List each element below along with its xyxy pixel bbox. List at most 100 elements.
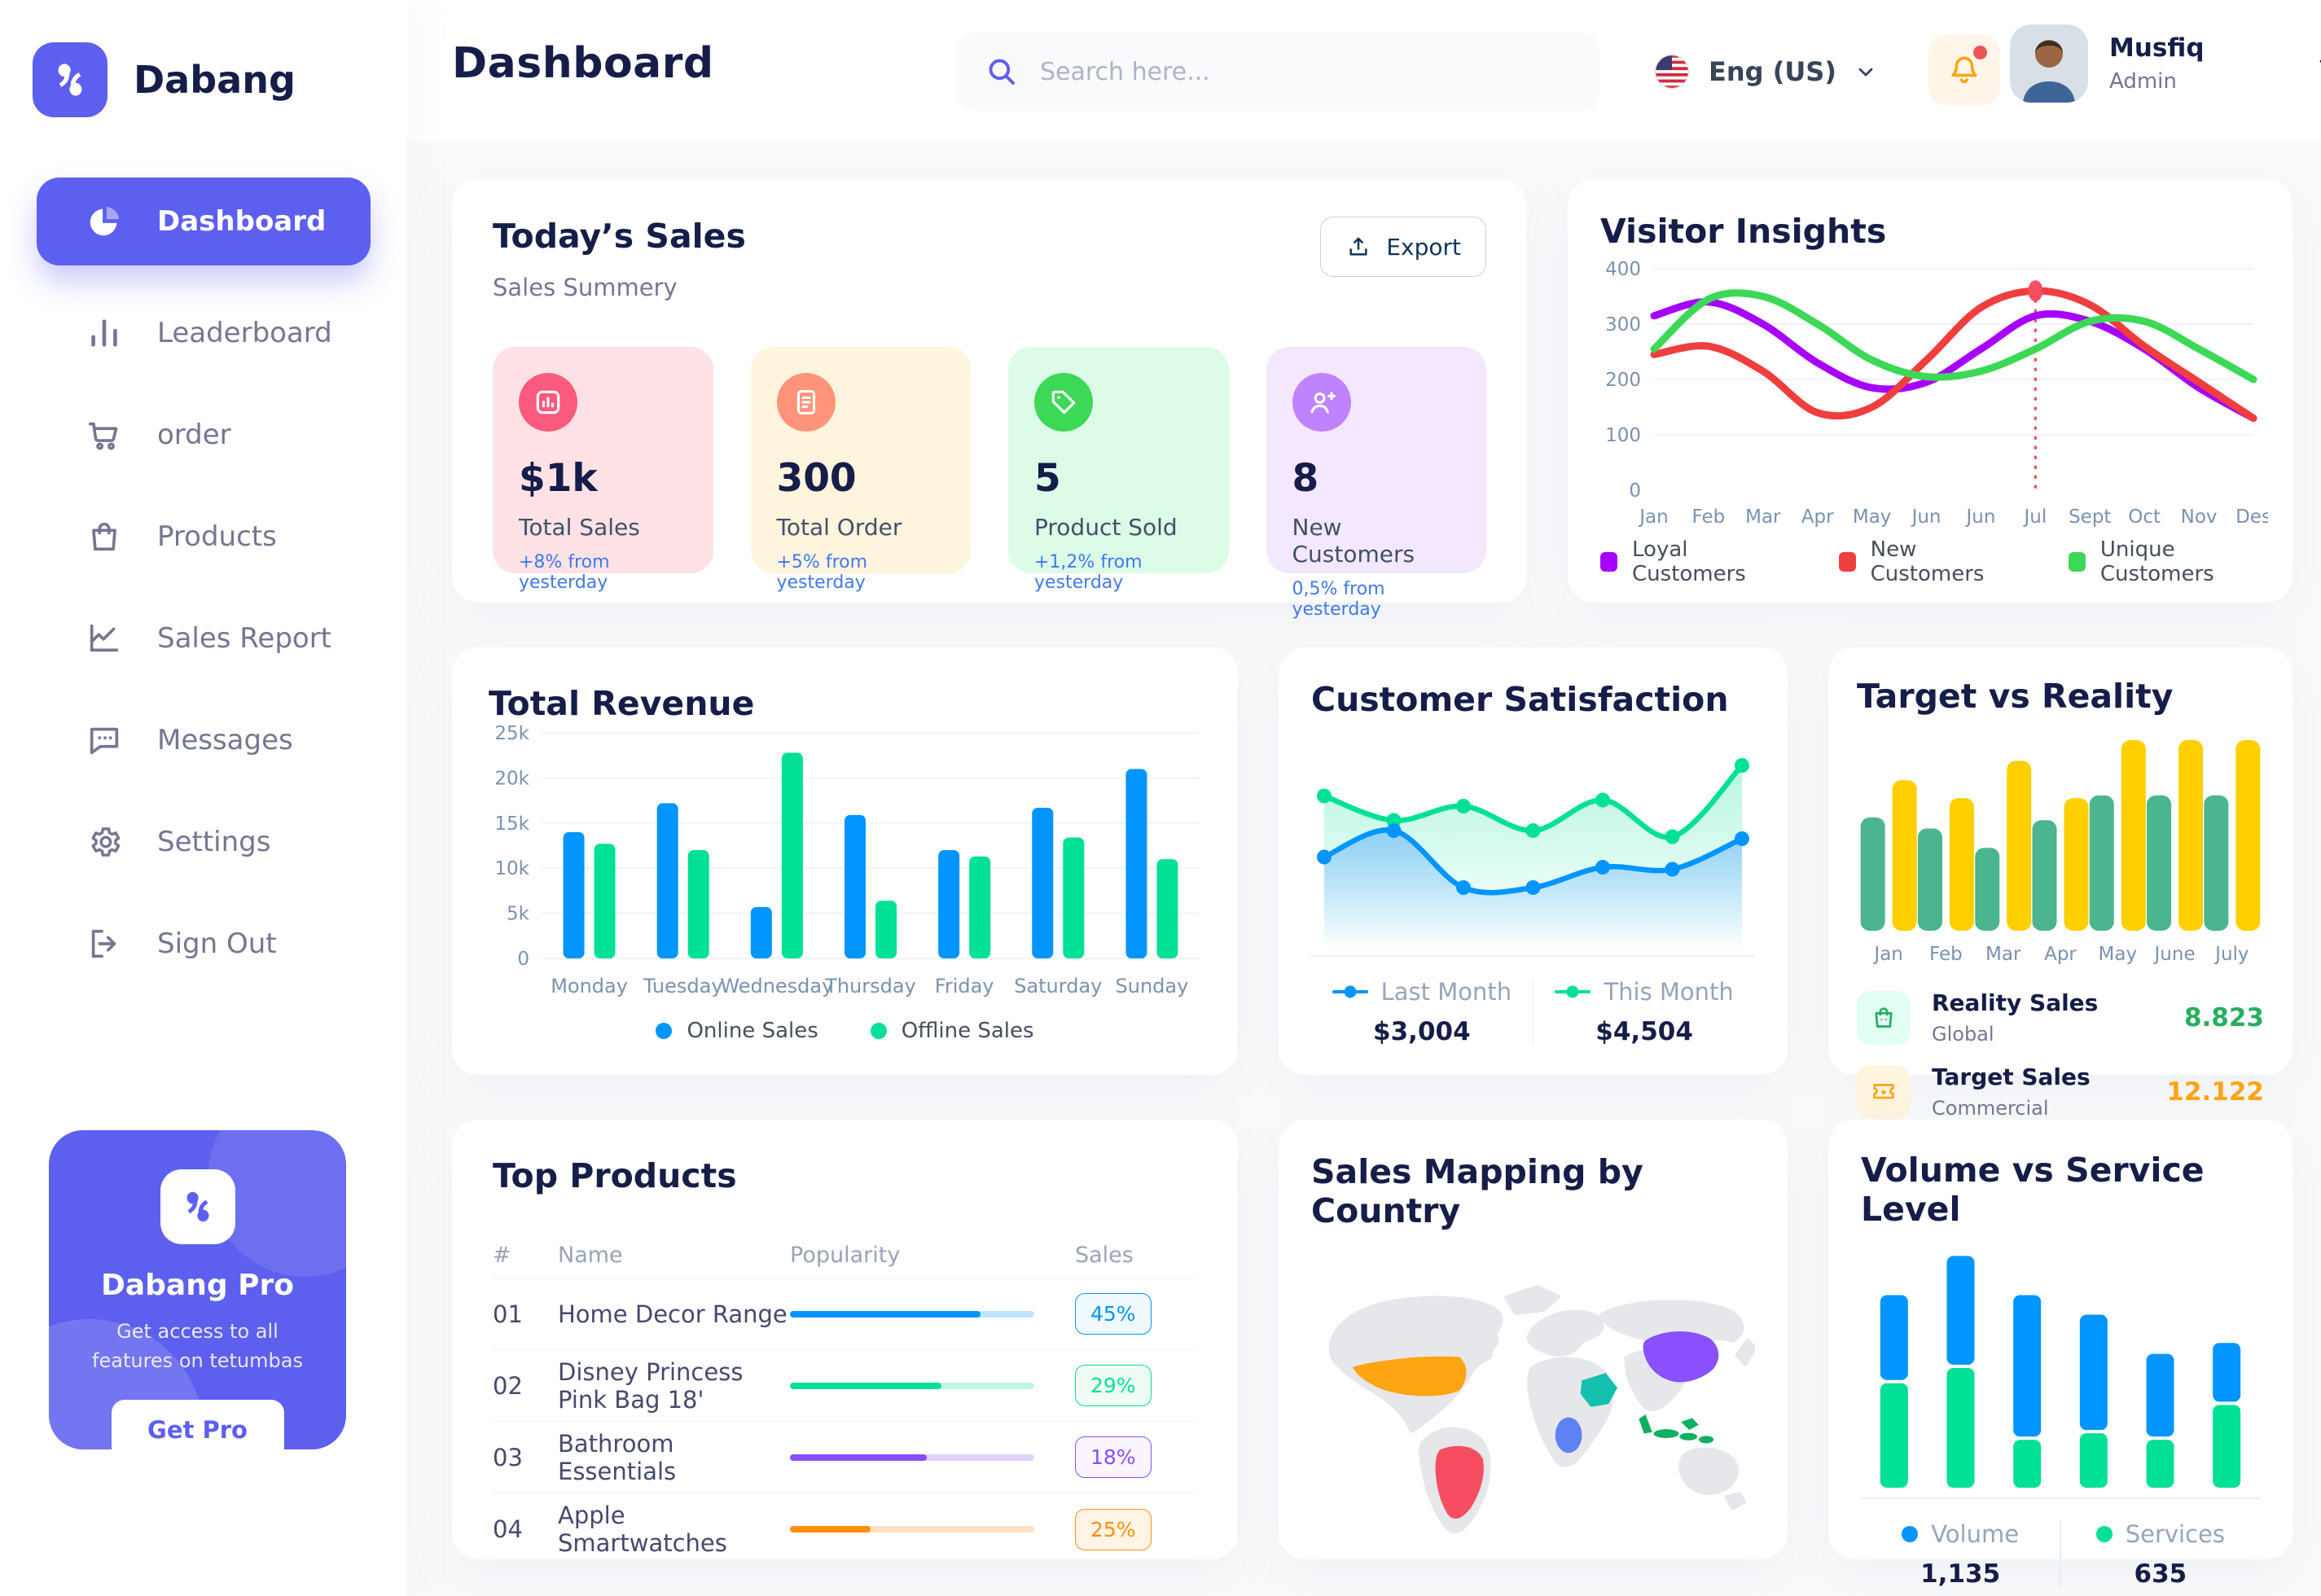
stat-delta: +8% from yesterday [519,552,610,593]
message-icon [86,721,123,759]
svg-text:May: May [2099,944,2138,965]
bag-icon [86,518,123,555]
column-header: Popularity [790,1243,901,1268]
country-usa [1352,1356,1467,1396]
user-role: Admin [2109,69,2177,94]
export-icon [1345,234,1371,260]
sidebar-item-label: Messages [157,723,293,756]
sales-badge: 45% [1075,1293,1152,1335]
country-congo [1555,1417,1582,1454]
svg-text:Thursday: Thursday [824,975,916,998]
stat-value: 300 [776,456,857,501]
stat-value: $1k [519,456,598,501]
sales-badge: 25% [1075,1508,1152,1550]
sidebar-item-settings[interactable]: Settings [0,791,407,892]
svg-text:300: 300 [1605,314,1641,335]
column-header: Name [558,1243,623,1268]
svg-text:Des: Des [2235,506,2268,528]
total-revenue-chart: 0 5k 10k 15k 20k 25k Monday Tuesday Wednesday Thu… [489,723,1201,1007]
customer-satisfaction-title: Customer Satisfaction [1311,680,1729,719]
bell-icon [1946,52,1982,88]
svg-text:Sunday: Sunday [1116,975,1189,998]
user-name: Musfiq [2109,33,2205,63]
product-name: Home Decor Range [558,1300,788,1328]
user-plus-icon [1292,373,1351,432]
search-input[interactable] [1040,57,1573,86]
sidebar-item-messages[interactable]: Messages [0,689,407,791]
svg-text:Wednesday: Wednesday [720,975,833,998]
svg-text:Jan: Jan [1872,944,1902,965]
popularity-bar [790,1526,1034,1532]
target-vs-reality-legend: Reality Sales Global 8.823 Target Sales Comm… [1857,989,2264,1120]
svg-text:5k: 5k [507,904,530,925]
sidebar-item-order[interactable]: order [0,384,407,485]
volume-service-legend: Volume 1,135 Services 635 [1861,1519,2260,1589]
legend-item: Reality Sales Global 8.823 [1857,989,2264,1046]
sidebar-nav: Dashboard Leaderboard order Products Sal… [0,178,407,994]
pro-card-subtitle: Get access to all features on tetumbas [92,1320,303,1372]
user-menu[interactable]: Musfiq Admin [2010,24,2321,103]
sidebar-item-label: Sales Report [157,621,332,655]
legend-item: Last Month $3,004 [1311,978,1533,1046]
brand-name: Dabang [134,58,296,102]
sidebar-item-label: Sign Out [157,927,277,960]
product-name: Apple Smartwatches [558,1502,727,1557]
language-selector[interactable]: Eng (US) [1653,42,1877,101]
svg-text:Jun: Jun [1964,506,1995,528]
table-row: 02 Disney Princess Pink Bag 18' 29% [493,1350,1197,1422]
stat-delta: +5% from yesterday [776,552,868,593]
sidebar-item-leaderboard[interactable]: Leaderboard [0,282,407,384]
svg-text:10k: 10k [494,858,529,879]
top-products-header: # Name Popularity Sales [493,1233,1197,1278]
popularity-bar [790,1454,1034,1461]
svg-text:Mar: Mar [1745,506,1781,528]
svg-text:June: June [2153,944,2196,965]
customer-satisfaction-chart [1311,734,1755,955]
total-revenue-title: Total Revenue [489,684,755,723]
search-icon [985,55,1019,89]
legend-item: Unique Customers [2068,537,2271,586]
popularity-bar [790,1310,1034,1318]
table-row: 03 Bathroom Essentials 18% [493,1422,1197,1493]
country-indonesia [1639,1414,1714,1444]
sidebar-item-sign-out[interactable]: Sign Out [0,892,407,994]
stat-label: Total Order [776,514,902,541]
pro-card: Dabang Pro Get access to all features on… [49,1130,346,1449]
export-label: Export [1386,233,1461,261]
sidebar-item-dashboard[interactable]: Dashboard [37,178,371,265]
customer-satisfaction-legend: Last Month $3,004 This Month $4,504 [1311,977,1755,1046]
popularity-bar [790,1382,1034,1389]
target-vs-reality-card: Target vs Reality Jan Feb Mar Apr May June Jul… [1828,647,2292,1120]
svg-text:400: 400 [1605,259,1641,280]
legend-item: Loyal Customers [1600,537,1787,586]
search-bar[interactable] [957,33,1600,111]
product-rank: 01 [493,1300,523,1328]
svg-text:July: July [2214,944,2249,965]
dabang-logo-icon [33,42,107,117]
svg-text:Jan: Jan [1638,506,1668,528]
notifications-button[interactable] [1928,34,2000,106]
today-sales-card: Today’s Sales Sales Summery Export $1k T… [452,179,1527,620]
tag-icon [1034,373,1093,432]
chevron-down-icon [2315,52,2321,75]
gear-icon [86,823,123,861]
svg-text:Monday: Monday [551,975,628,998]
line-chart-icon [86,620,123,657]
total-revenue-legend: Online Sales Offline Sales [489,1019,1201,1043]
visitor-insights-chart: 0 100 200 300 400 Jan Feb Mar Apr May Jun Jun Jul Sep… [1600,251,2271,536]
svg-text:Nov: Nov [2181,506,2218,528]
stat-label: Total Sales [519,514,640,541]
sales-badge: 18% [1075,1436,1152,1478]
column-header: Sales [1075,1243,1134,1268]
sidebar-item-products[interactable]: Products [0,485,407,587]
export-button[interactable]: Export [1320,217,1486,277]
stat-value: 5 [1034,456,1061,501]
svg-text:Jul: Jul [2022,506,2047,528]
svg-text:200: 200 [1605,370,1641,391]
today-sales-title: Today’s Sales [493,217,746,256]
svg-text:Saturday: Saturday [1014,975,1102,998]
product-name: Bathroom Essentials [558,1429,677,1485]
volume-service-card: Volume vs Service Level Volume 1,135 Servi… [1828,1120,2292,1589]
get-pro-button[interactable]: Get Pro [111,1400,284,1449]
sidebar-item-sales-report[interactable]: Sales Report [0,587,407,689]
